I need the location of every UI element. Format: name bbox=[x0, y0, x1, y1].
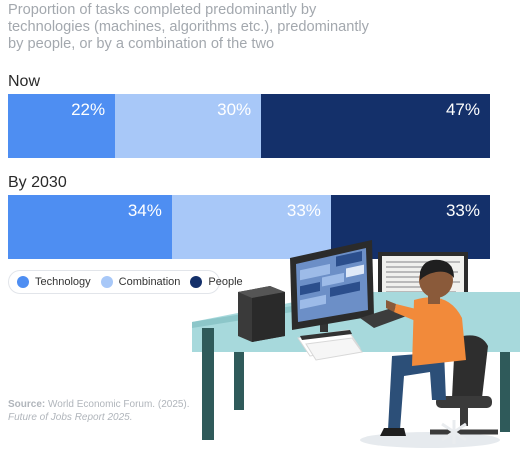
source-publication: Future of Jobs Report 2025. bbox=[8, 412, 133, 423]
bar-now-people: 47% bbox=[261, 94, 490, 158]
bar-2030-combination: 33% bbox=[171, 195, 331, 259]
data-label-2030-people: 33% bbox=[445, 201, 480, 220]
group-label-now: Now bbox=[8, 73, 41, 90]
legend-item-combination: Combination bbox=[100, 276, 181, 288]
legend-swatch-combination bbox=[100, 276, 113, 288]
data-label-2030-combination: 33% bbox=[286, 201, 321, 220]
decorative-mark-icon bbox=[441, 420, 467, 444]
bar-2030-technology: 34% bbox=[8, 195, 172, 259]
legend-swatch-people bbox=[190, 276, 203, 288]
data-label-now-technology: 22% bbox=[71, 100, 106, 119]
source-label: Source: bbox=[8, 399, 46, 410]
legend-item-technology: Technology bbox=[17, 276, 91, 288]
group-label-2030: By 2030 bbox=[8, 174, 67, 191]
bar-now-combination: 30% bbox=[115, 94, 262, 158]
bar-now-technology: 22% bbox=[8, 94, 116, 158]
legend: Technology Combination People bbox=[8, 270, 243, 294]
front-monitor-icon bbox=[290, 240, 374, 340]
legend-label-technology: Technology bbox=[35, 276, 91, 288]
data-label-now-combination: 30% bbox=[217, 100, 252, 119]
legend-label-combination: Combination bbox=[118, 276, 181, 288]
chart-title: Proportion of tasks completed predominan… bbox=[8, 2, 369, 52]
bar-row-now: 22% 30% 47% bbox=[8, 94, 490, 158]
legend-swatch-technology bbox=[17, 276, 29, 288]
data-label-now-people: 47% bbox=[445, 100, 480, 119]
legend-item-people: People bbox=[190, 276, 243, 288]
computer-tower-icon bbox=[238, 286, 285, 342]
person-icon bbox=[380, 259, 466, 436]
source-note: Source: World Economic Forum. (2025). Fu… bbox=[8, 398, 208, 424]
data-label-2030-technology: 34% bbox=[127, 201, 162, 220]
legend-label-people: People bbox=[208, 276, 243, 288]
source-text: World Economic Forum. (2025). bbox=[48, 399, 190, 410]
